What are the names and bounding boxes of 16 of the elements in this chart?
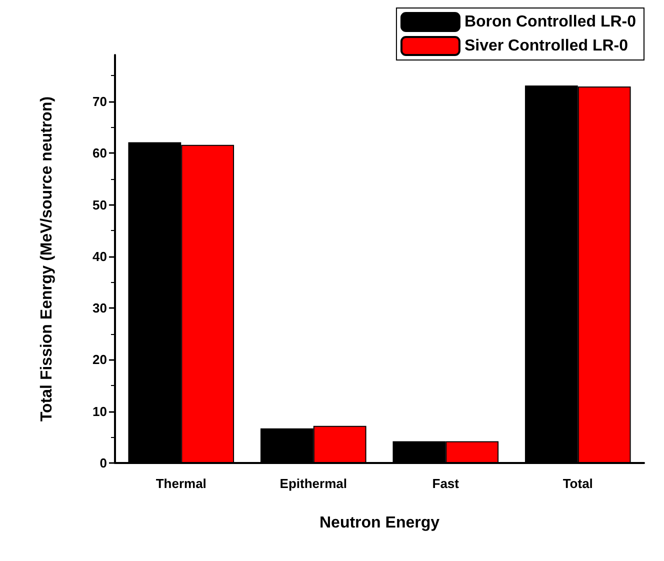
y-tick-label: 30 bbox=[92, 300, 107, 316]
y-tick-label: 20 bbox=[92, 352, 107, 368]
x-axis-title: Neutron Energy bbox=[319, 514, 440, 532]
y-tick-label: 10 bbox=[92, 404, 107, 419]
x-tick-label: Thermal bbox=[156, 476, 206, 491]
y-tick-label: 60 bbox=[92, 146, 107, 161]
y-tick-label: 40 bbox=[92, 248, 107, 264]
legend-label: Siver Controlled LR-0 bbox=[464, 38, 628, 54]
y-axis-title: Total Fission Eenrgy (MeV/source neutron) bbox=[38, 96, 56, 422]
x-tick-label: Epithermal bbox=[280, 476, 347, 491]
x-tick-label: Total bbox=[562, 476, 593, 491]
y-tick-label: 50 bbox=[92, 197, 107, 212]
x-tick-label: Fast bbox=[432, 476, 460, 491]
y-tick-label: 0 bbox=[100, 456, 107, 470]
legend-label: Boron Controlled LR-0 bbox=[464, 14, 636, 30]
y-tick-label: 70 bbox=[92, 94, 107, 109]
